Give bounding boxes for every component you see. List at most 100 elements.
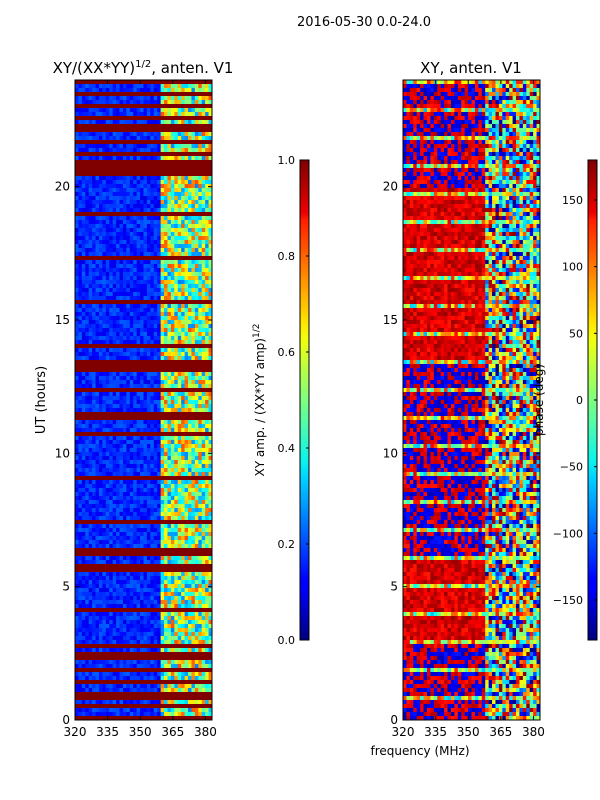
amplitude-heatmap-cell (150, 456, 155, 461)
amplitude-heatmap-cell (78, 500, 83, 505)
amplitude-heatmap-cell (102, 264, 107, 269)
amplitude-heatmap-cell (122, 124, 127, 129)
amplitude-heatmap-cell (153, 360, 158, 365)
amplitude-heatmap-cell (109, 104, 114, 109)
amplitude-heatmap-cell (191, 84, 196, 89)
amplitude-heatmap-cell (98, 88, 103, 93)
amplitude-heatmap-cell (174, 248, 179, 253)
amplitude-heatmap-cell (201, 520, 206, 525)
amplitude-heatmap-cell (75, 416, 79, 421)
amplitude-heatmap-cell (205, 112, 209, 117)
amplitude-heatmap-cell (177, 524, 182, 529)
amplitude-heatmap-cell (112, 448, 117, 453)
amplitude-heatmap-cell (92, 472, 96, 477)
amplitude-heatmap-cell (98, 116, 103, 121)
amplitude-heatmap-cell (81, 500, 86, 505)
amplitude-heatmap-cell (75, 340, 79, 345)
amplitude-heatmap-cell (92, 300, 96, 305)
amplitude-heatmap-cell (109, 112, 114, 117)
amplitude-heatmap-cell (181, 236, 185, 241)
amplitude-heatmap-cell (92, 208, 96, 213)
amplitude-heatmap-cell (112, 572, 117, 577)
amplitude-heatmap-cell (109, 468, 114, 473)
amplitude-heatmap-cell (116, 268, 120, 273)
amplitude-heatmap-cell (105, 180, 110, 185)
amplitude-heatmap-cell (88, 136, 93, 141)
amplitude-heatmap-cell (88, 420, 93, 425)
amplitude-heatmap-cell (205, 436, 209, 441)
amplitude-heatmap-cell (81, 80, 86, 85)
amplitude-heatmap-cell (167, 536, 172, 541)
amplitude-heatmap-cell (208, 232, 212, 237)
amplitude-heatmap-cell (201, 132, 206, 137)
amplitude-heatmap-cell (181, 124, 185, 129)
amplitude-heatmap-cell (133, 96, 138, 101)
amplitude-heatmap-cell (174, 424, 179, 429)
amplitude-heatmap-cell (136, 116, 141, 121)
amplitude-heatmap-cell (174, 152, 179, 157)
amplitude-heatmap-cell (167, 240, 172, 245)
amplitude-heatmap-cell (208, 268, 212, 273)
amplitude-heatmap-cell (136, 104, 141, 109)
amplitude-heatmap-cell (174, 204, 179, 209)
amplitude-heatmap-cell (95, 256, 100, 261)
amplitude-heatmap-cell (119, 496, 124, 501)
amplitude-heatmap-cell (126, 100, 131, 105)
amplitude-heatmap-cell (122, 472, 127, 477)
amplitude-heatmap-cell (95, 388, 100, 393)
amplitude-heatmap-cell (208, 372, 212, 377)
amplitude-heatmap-cell (116, 128, 120, 133)
amplitude-heatmap-cell (208, 504, 212, 509)
amplitude-heatmap-cell (205, 116, 209, 121)
amplitude-heatmap-cell (102, 96, 107, 101)
amplitude-heatmap-cell (85, 520, 90, 525)
amplitude-heatmap-cell (191, 404, 196, 409)
amplitude-heatmap-cell (98, 128, 103, 133)
amplitude-heatmap-cell (150, 496, 155, 501)
amplitude-heatmap-cell (75, 400, 79, 405)
amplitude-heatmap-cell (150, 576, 155, 581)
amplitude-heatmap-cell (184, 144, 189, 149)
amplitude-heatmap-cell (88, 488, 93, 493)
amplitude-heatmap-cell (153, 120, 158, 125)
amplitude-heatmap-cell (167, 188, 172, 193)
amplitude-heatmap-cell (105, 132, 110, 137)
amplitude-heatmap-cell (112, 276, 117, 281)
amplitude-heatmap-cell (143, 80, 148, 85)
amplitude-heatmap-cell (122, 408, 127, 413)
amplitude-heatmap-cell (150, 208, 155, 213)
amplitude-heatmap-cell (184, 184, 189, 189)
amplitude-heatmap-cell (181, 408, 185, 413)
amplitude-heatmap-cell (201, 152, 206, 157)
amplitude-heatmap-cell (188, 168, 192, 173)
amplitude-heatmap-cell (95, 160, 100, 165)
amplitude-heatmap-cell (133, 100, 138, 105)
amplitude-heatmap-cell (136, 500, 141, 505)
amplitude-heatmap-cell (153, 184, 158, 189)
amplitude-heatmap-cell (170, 172, 175, 177)
amplitude-heatmap-cell (167, 456, 172, 461)
amplitude-heatmap-cell (188, 256, 192, 261)
amplitude-heatmap-cell (150, 476, 155, 481)
amplitude-heatmap-cell (102, 432, 107, 437)
amplitude-heatmap-cell (181, 392, 185, 397)
amplitude-heatmap-cell (177, 484, 182, 489)
amplitude-heatmap-cell (174, 480, 179, 485)
amplitude-heatmap-cell (119, 88, 124, 93)
amplitude-heatmap-cell (78, 164, 83, 169)
amplitude-heatmap-cell (150, 376, 155, 381)
amplitude-heatmap-cell (112, 356, 117, 361)
amplitude-panel-title: XY/(XX*YY)1/2, anten. V1 (53, 59, 234, 77)
amplitude-heatmap-cell (143, 432, 148, 437)
amplitude-heatmap-cell (150, 380, 155, 385)
amplitude-heatmap-cell (143, 240, 148, 245)
amplitude-heatmap-cell (112, 112, 117, 117)
amplitude-heatmap-cell (174, 500, 179, 505)
amplitude-heatmap-cell (85, 88, 90, 93)
amplitude-heatmap-cell (140, 148, 144, 153)
amplitude-heatmap-cell (102, 368, 107, 373)
amplitude-heatmap-cell (188, 396, 192, 401)
amplitude-heatmap-cell (184, 472, 189, 477)
amplitude-heatmap-cell (119, 100, 124, 105)
amplitude-heatmap-cell (153, 244, 158, 249)
